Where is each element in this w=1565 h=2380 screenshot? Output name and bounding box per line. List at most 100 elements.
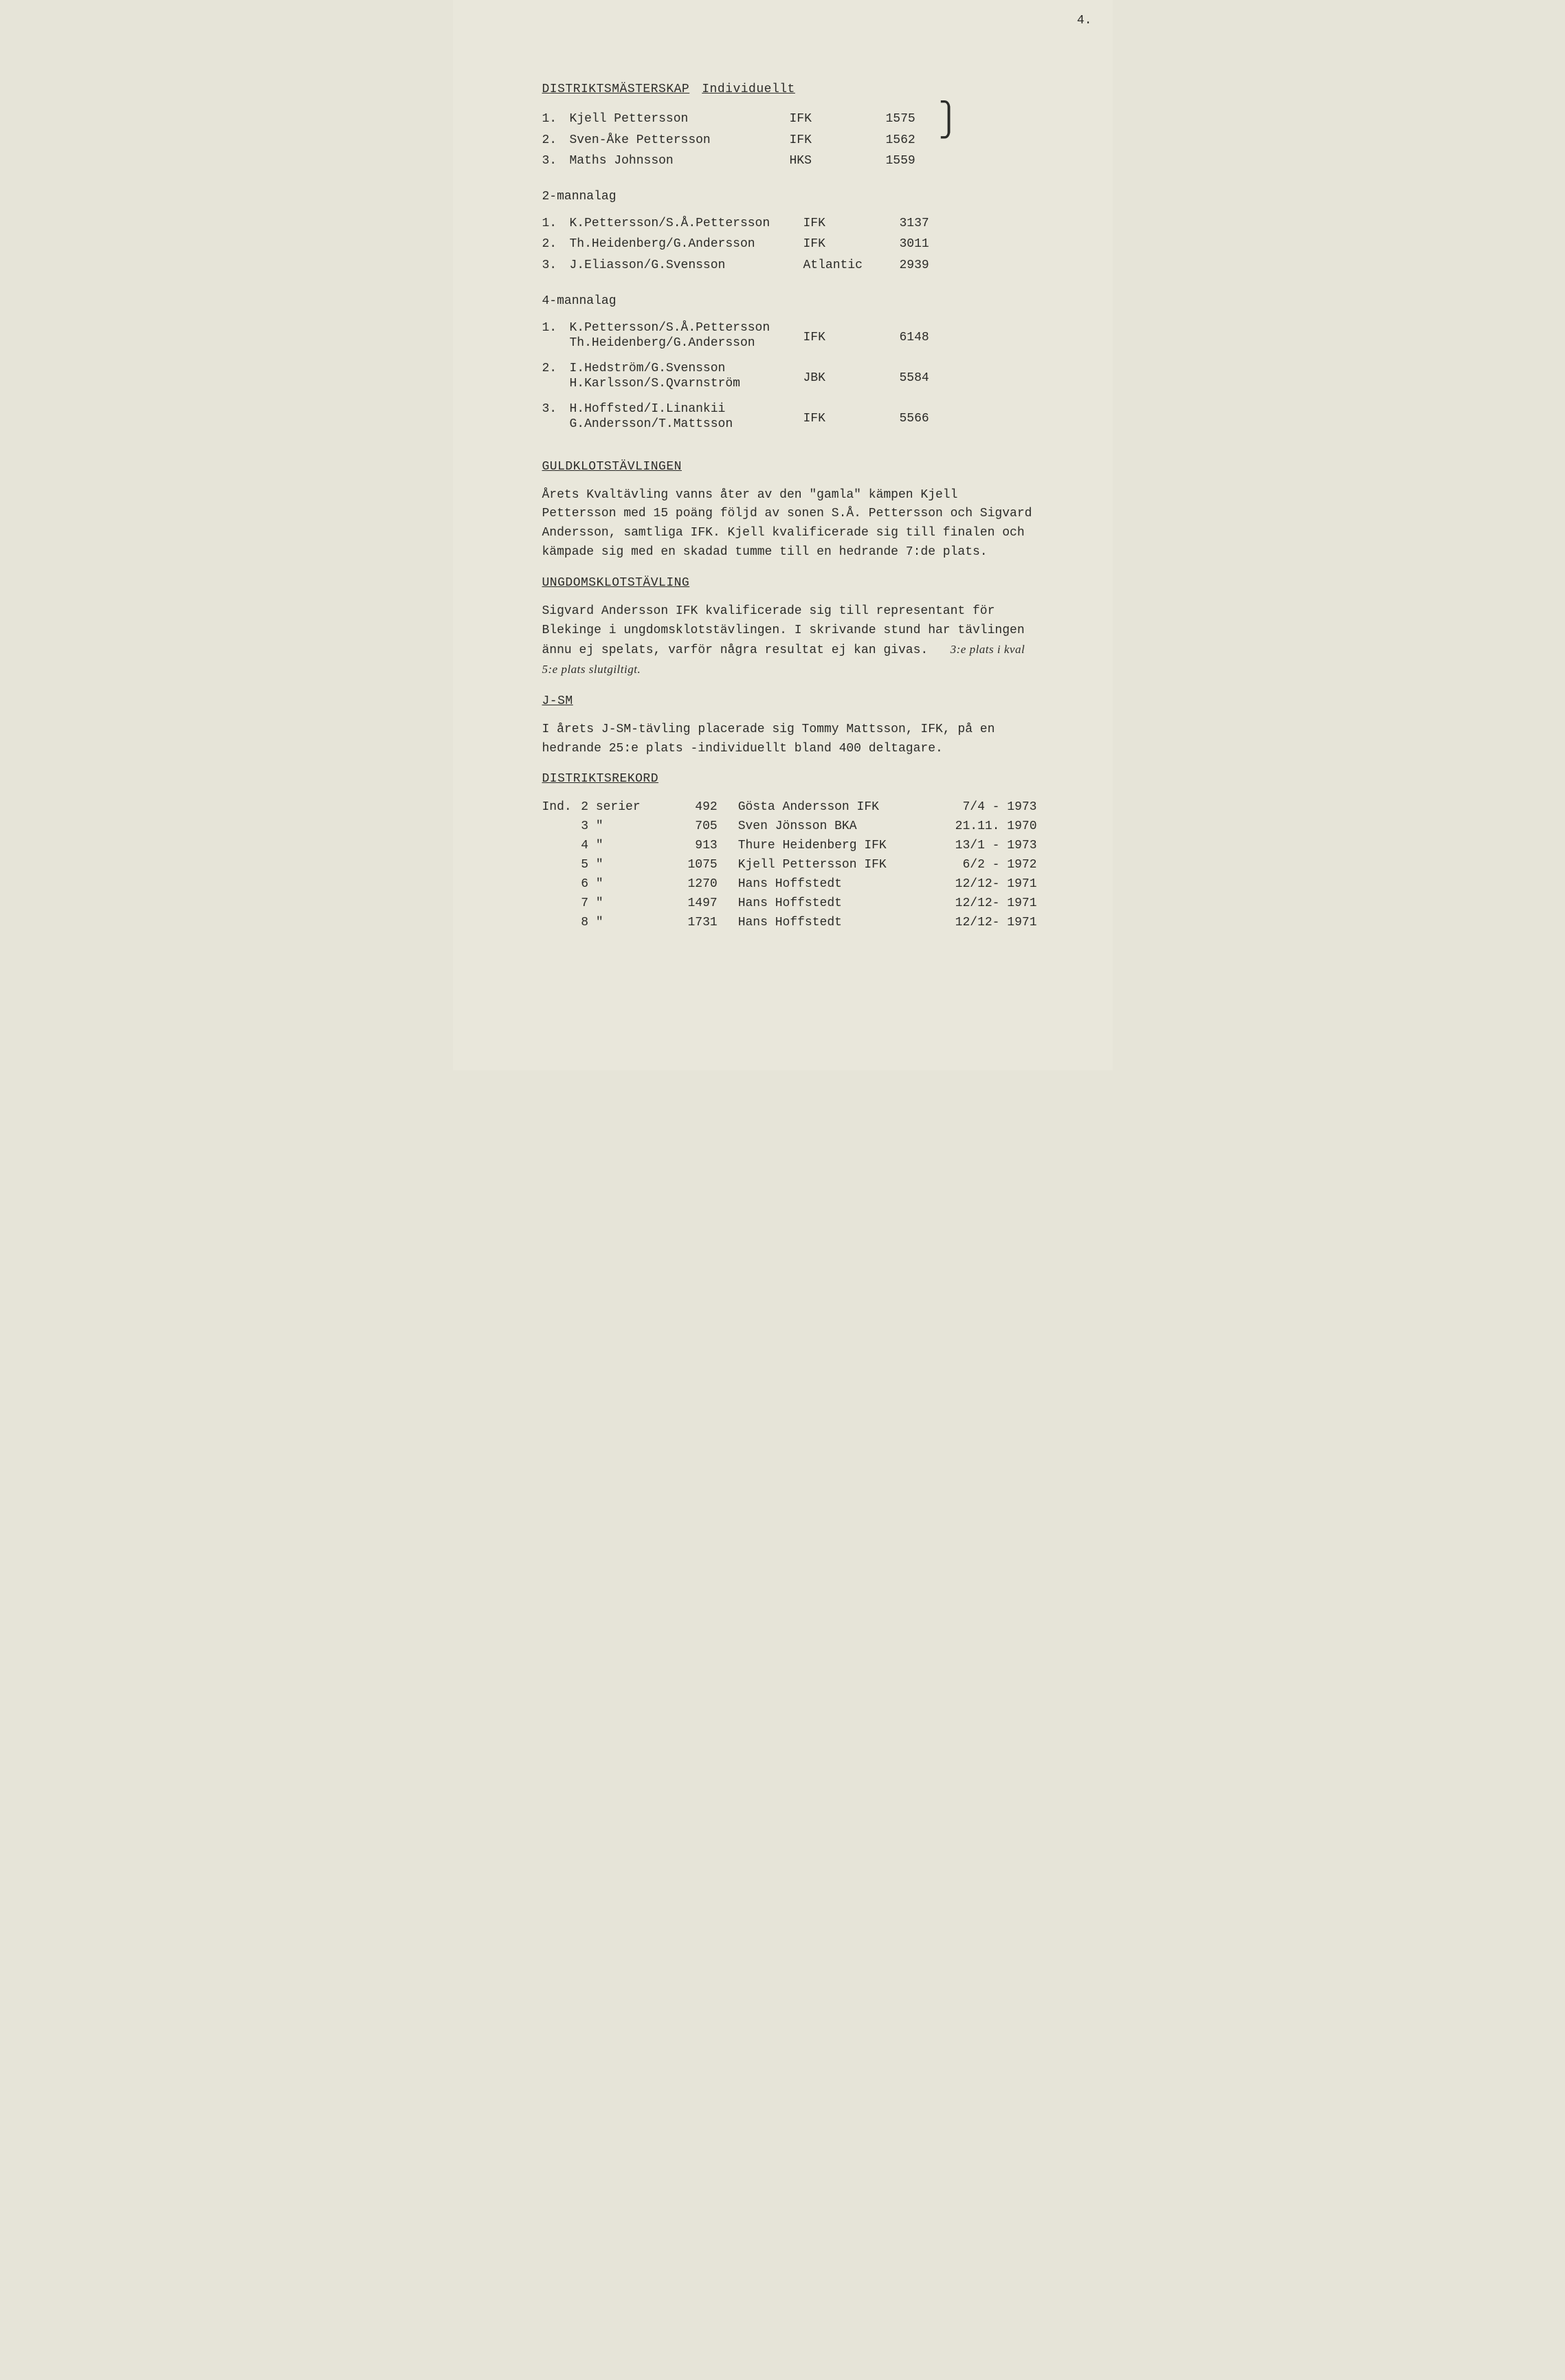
rec-ind-label [542,856,581,875]
record-row: 5 " 1075 Kjell Pettersson IFK 6/2 - 1972 [542,856,1037,875]
fourman-block: 1. K.Pettersson/S.Å.Pettersson Th.Heiden… [542,318,1037,439]
rec-series: 2 serier [581,798,658,817]
club: IFK [790,130,886,151]
rec-score: 705 [659,817,738,837]
result-row: 1. K.Pettersson/S.Å.Pettersson Th.Heiden… [542,318,1037,358]
score: 5566 [900,399,962,439]
rec-score: 913 [659,837,738,856]
club: HKS [790,151,886,172]
rec-date: 6/2 - 1972 [933,856,1036,875]
rec-ind-label [542,837,581,856]
rec-score: 1075 [659,856,738,875]
rec-name: Hans Hoffstedt [738,875,933,894]
rec-date: 12/12- 1971 [933,914,1036,933]
name: Th.Heidenberg/G.Andersson [570,234,803,255]
rec-date: 21.11. 1970 [933,817,1036,837]
guldklot-paragraph: Årets Kvaltävling vanns åter av den "gam… [542,486,1037,563]
rec-date: 13/1 - 1973 [933,837,1036,856]
jsm-paragraph: I årets J-SM-tävling placerade sig Tommy… [542,720,1037,759]
score: 1575⎫ [886,109,948,130]
name-line2: G.Andersson/T.Mattsson [570,417,803,432]
rec-ind-label [542,875,581,894]
rank: 2. [542,130,570,151]
rank: 1. [542,318,570,358]
club: IFK [803,234,900,255]
heading-subtext: Individuellt [702,82,795,96]
club: IFK [803,318,900,358]
score: 3011 [900,234,962,255]
name: Kjell Pettersson [570,109,790,130]
score: 2939 [900,255,962,276]
record-row: 3 " 705 Sven Jönsson BKA 21.11. 1970 [542,817,1037,837]
rec-score: 1497 [659,894,738,914]
rec-series: 5 " [581,856,658,875]
rec-ind-label [542,894,581,914]
rec-ind-label: Ind. [542,798,581,817]
result-row: 3. H.Hoffsted/I.Linankii G.Andersson/T.M… [542,399,1037,439]
score: 1562⎭ [886,130,948,151]
twoman-block: 1. K.Pettersson/S.Å.Pettersson IFK 3137 … [542,213,1037,276]
rank: 1. [542,213,570,234]
rank: 3. [542,399,570,439]
result-row: 1. Kjell Pettersson IFK 1575⎫ [542,109,1037,130]
rec-name: Gösta Andersson IFK [738,798,933,817]
record-row: 7 " 1497 Hans Hoffstedt 12/12- 1971 [542,894,1037,914]
result-row: 2. I.Hedström/G.Svensson H.Karlsson/S.Qv… [542,358,1037,399]
result-row: 2. Th.Heidenberg/G.Andersson IFK 3011 [542,234,1037,255]
rank: 3. [542,151,570,172]
name-line2: Th.Heidenberg/G.Andersson [570,335,803,351]
rec-name: Hans Hoffstedt [738,914,933,933]
score: 3137 [900,213,962,234]
ungdom-paragraph: Sigvard Andersson IFK kvalificerade sig … [542,602,1037,681]
name-line1: I.Hedström/G.Svensson [570,361,803,377]
records-heading: DISTRIKTSREKORD [542,772,1037,786]
page-number: 4. [1077,14,1092,27]
fourman-heading: 4-mannalag [542,294,1037,308]
name: H.Hoffsted/I.Linankii G.Andersson/T.Matt… [570,399,803,439]
score: 5584 [900,358,962,399]
name: Sven-Åke Pettersson [570,130,790,151]
club: JBK [803,358,900,399]
result-row: 3. J.Eliasson/G.Svensson Atlantic 2939 [542,255,1037,276]
record-row: 4 " 913 Thure Heidenberg IFK 13/1 - 1973 [542,837,1037,856]
rec-score: 1270 [659,875,738,894]
result-row: 3. Maths Johnsson HKS 1559 [542,151,1037,172]
name: K.Pettersson/S.Å.Pettersson [570,213,803,234]
record-row: Ind. 2 serier 492 Gösta Andersson IFK 7/… [542,798,1037,817]
score: 6148 [900,318,962,358]
rank: 2. [542,358,570,399]
score-value: 1562 [886,133,915,147]
rec-date: 7/4 - 1973 [933,798,1036,817]
ungdom-heading: UNGDOMSKLOTSTÄVLING [542,576,1037,590]
name-line1: K.Pettersson/S.Å.Pettersson [570,320,803,336]
guldklot-heading: GULDKLOTSTÄVLINGEN [542,460,1037,474]
document-page: 4. DISTRIKTSMÄSTERSKAPIndividuellt 1. Kj… [453,0,1113,1070]
rec-ind-label [542,914,581,933]
rec-name: Thure Heidenberg IFK [738,837,933,856]
twoman-heading: 2-mannalag [542,190,1037,203]
rec-score: 492 [659,798,738,817]
rank: 1. [542,109,570,130]
jsm-heading: J-SM [542,694,1037,708]
rec-name: Kjell Pettersson IFK [738,856,933,875]
rank: 2. [542,234,570,255]
result-row: 2. Sven-Åke Pettersson IFK 1562⎭ [542,130,1037,151]
name-line1: H.Hoffsted/I.Linankii [570,401,803,417]
result-row: 1. K.Pettersson/S.Å.Pettersson IFK 3137 [542,213,1037,234]
record-row: 6 " 1270 Hans Hoffstedt 12/12- 1971 [542,875,1037,894]
club: Atlantic [803,255,900,276]
name: K.Pettersson/S.Å.Pettersson Th.Heidenber… [570,318,803,358]
rec-name: Hans Hoffstedt [738,894,933,914]
name-line2: H.Karlsson/S.Qvarnström [570,376,803,392]
name: I.Hedström/G.Svensson H.Karlsson/S.Qvarn… [570,358,803,399]
rec-series: 8 " [581,914,658,933]
rec-series: 6 " [581,875,658,894]
club: IFK [803,399,900,439]
record-row: 8 " 1731 Hans Hoffstedt 12/12- 1971 [542,914,1037,933]
records-block: Ind. 2 serier 492 Gösta Andersson IFK 7/… [542,798,1037,932]
rec-date: 12/12- 1971 [933,875,1036,894]
name: J.Eliasson/G.Svensson [570,255,803,276]
individuellt-block: 1. Kjell Pettersson IFK 1575⎫ 2. Sven-Åk… [542,109,1037,172]
rec-series: 4 " [581,837,658,856]
rec-date: 12/12- 1971 [933,894,1036,914]
